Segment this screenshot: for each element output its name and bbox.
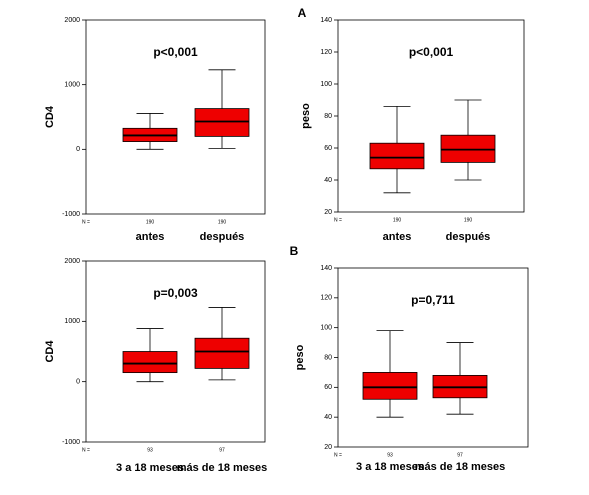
plot-frame — [85, 19, 266, 215]
category-label: 3 a 18 meses — [356, 461, 424, 473]
annotation: p<0,001 — [409, 45, 454, 59]
category-label: después — [200, 231, 245, 243]
category-label: después — [446, 231, 491, 243]
y-tick-label: 2000 — [64, 258, 80, 265]
plot-frame — [85, 260, 266, 443]
y-tick-label: 40 — [324, 414, 332, 421]
n-count: 93 — [147, 447, 153, 453]
y-tick-label: 140 — [320, 265, 332, 272]
y-tick-label: 100 — [320, 81, 332, 88]
y-tick-label: 60 — [324, 145, 332, 152]
panel-label: B — [290, 244, 299, 258]
category-label: más de 18 meses — [177, 462, 268, 474]
category-label: más de 18 meses — [415, 461, 506, 473]
y-tick-label: 2000 — [64, 17, 80, 24]
y-tick-label: 20 — [324, 444, 332, 451]
y-tick-label: -1000 — [62, 211, 80, 218]
annotation: p=0,711 — [411, 293, 455, 307]
y-tick-label: 80 — [324, 113, 332, 120]
y-tick-label: 120 — [320, 49, 332, 56]
n-count: 97 — [457, 452, 463, 458]
y-tick-label: 1000 — [64, 318, 80, 325]
y-axis-label: peso — [300, 103, 312, 129]
n-count: 190 — [393, 217, 402, 223]
y-tick-label: 60 — [324, 384, 332, 391]
n-count: 97 — [219, 447, 225, 453]
n-label: N = — [82, 447, 90, 453]
y-axis-label: peso — [294, 344, 306, 370]
y-axis-label: CD4 — [44, 340, 56, 363]
n-count: 93 — [387, 452, 393, 458]
box — [369, 142, 425, 170]
y-axis-label: CD4 — [44, 105, 56, 128]
box — [362, 372, 418, 400]
y-tick-label: 140 — [320, 17, 332, 24]
annotation: p=0,003 — [153, 286, 198, 300]
n-count: 190 — [146, 219, 155, 225]
category-label: 3 a 18 meses — [116, 462, 184, 474]
box — [194, 337, 250, 369]
category-label: antes — [136, 231, 165, 243]
n-label: N = — [334, 217, 342, 223]
y-tick-label: -1000 — [62, 439, 80, 446]
panel-label: A — [298, 6, 307, 20]
y-tick-label: 1000 — [64, 82, 80, 89]
n-label: N = — [334, 452, 342, 458]
y-tick-label: 120 — [320, 295, 332, 302]
y-tick-label: 20 — [324, 209, 332, 216]
y-tick-label: 100 — [320, 325, 332, 332]
y-tick-label: 0 — [76, 379, 80, 386]
box — [122, 351, 178, 374]
n-label: N = — [82, 219, 90, 225]
y-tick-label: 80 — [324, 354, 332, 361]
n-count: 190 — [218, 219, 227, 225]
y-tick-label: 0 — [76, 146, 80, 153]
box — [194, 108, 250, 137]
annotation: p<0,001 — [153, 45, 198, 59]
y-tick-label: 40 — [324, 177, 332, 184]
n-count: 190 — [464, 217, 473, 223]
category-label: antes — [383, 231, 412, 243]
